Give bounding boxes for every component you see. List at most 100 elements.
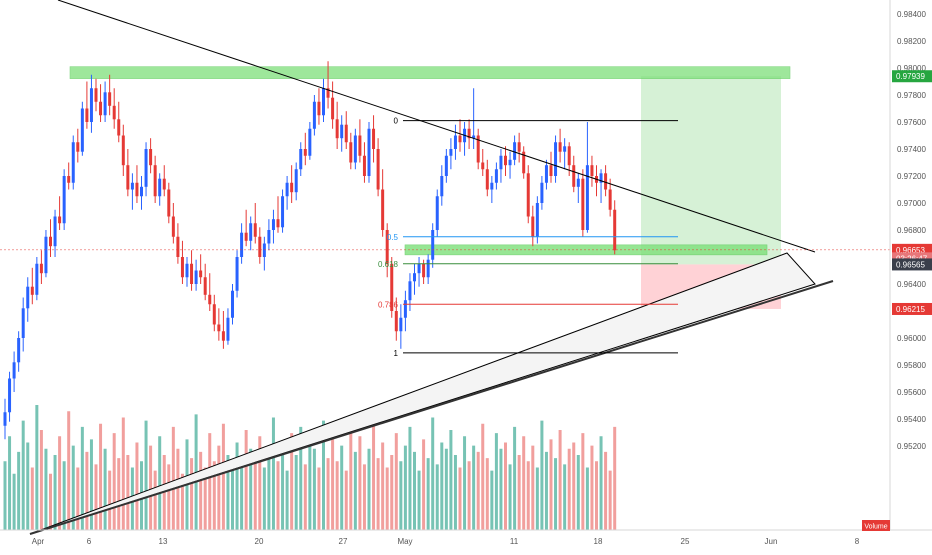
candle <box>130 173 134 210</box>
price-badge-target: 0.97939 <box>892 70 932 83</box>
candle <box>67 162 71 190</box>
svg-text:Volume: Volume <box>864 524 887 531</box>
volume-bar <box>281 445 285 530</box>
candle <box>572 155 576 193</box>
candle <box>94 78 98 112</box>
volume-bar <box>167 464 171 530</box>
candle <box>417 257 421 287</box>
volume-bar <box>540 420 544 530</box>
candle <box>458 119 462 152</box>
candle <box>599 169 603 203</box>
candle <box>326 61 330 109</box>
candle <box>103 81 107 122</box>
candle <box>476 128 480 170</box>
candle <box>381 169 385 237</box>
candle <box>8 371 12 422</box>
candle <box>526 165 530 224</box>
volume-bar <box>103 448 107 530</box>
candle <box>253 203 257 244</box>
volume-bar <box>435 464 439 530</box>
fib-level: 1 <box>394 349 678 358</box>
y-tick-label: 0.96000 <box>897 334 926 343</box>
candle <box>185 257 189 287</box>
volume-bar <box>390 455 394 530</box>
resistance-zone <box>69 66 791 79</box>
volume-bar <box>590 445 594 530</box>
volume-bar <box>362 464 366 530</box>
volume-bar <box>76 467 80 530</box>
volume-bar <box>326 458 330 530</box>
volume-bar <box>513 426 517 530</box>
volume-bar <box>385 467 389 530</box>
y-tick-label: 0.97000 <box>897 199 926 208</box>
volume-bar <box>262 467 266 530</box>
volume-bar <box>149 445 153 530</box>
candle <box>281 189 285 233</box>
volume-bar <box>508 464 512 530</box>
volume-bar <box>17 451 21 530</box>
x-tick-label: 13 <box>159 537 168 546</box>
volume-bar <box>463 436 467 530</box>
volume-bar <box>408 426 412 530</box>
candle <box>285 176 289 210</box>
ascending-trendline <box>29 280 834 535</box>
x-tick-label: Apr <box>32 537 45 546</box>
volume-bar <box>58 436 62 530</box>
candle <box>426 254 430 284</box>
candle <box>613 200 617 255</box>
candle <box>262 236 266 271</box>
volume-bar <box>613 426 617 530</box>
candle <box>226 308 230 345</box>
volume-bar <box>208 433 212 530</box>
candle <box>490 176 494 203</box>
price-badge-stop: 0.96215 <box>892 302 932 315</box>
candle <box>44 230 48 278</box>
volume-bar <box>535 467 539 530</box>
candle <box>590 155 594 187</box>
volume-bar <box>349 430 353 530</box>
candle <box>167 182 171 224</box>
candle <box>62 169 66 230</box>
svg-text:0.786: 0.786 <box>378 300 399 309</box>
candle <box>585 122 589 233</box>
volume-bar <box>303 464 307 530</box>
volume-bar <box>285 470 289 530</box>
volume-bar <box>212 461 216 530</box>
candle <box>117 101 121 143</box>
fib-level: 0.618 <box>378 260 678 269</box>
svg-text:0.96215: 0.96215 <box>896 305 925 314</box>
volume-badge: Volume <box>862 520 890 531</box>
candle <box>576 173 580 203</box>
svg-text:0.618: 0.618 <box>378 260 399 269</box>
candle <box>39 250 43 284</box>
y-tick-label: 0.97200 <box>897 172 926 181</box>
candle <box>435 189 439 237</box>
x-tick-label: 20 <box>255 537 264 546</box>
y-tick-label: 0.98200 <box>897 37 926 46</box>
candle <box>513 135 517 166</box>
svg-text:0.97939: 0.97939 <box>896 72 925 81</box>
candle <box>376 138 380 197</box>
svg-text:0.96565: 0.96565 <box>896 260 925 269</box>
descending-trendline <box>57 0 816 253</box>
candle <box>190 250 194 291</box>
volume-bar <box>240 464 244 530</box>
volume-bar <box>417 470 421 530</box>
candle <box>444 149 448 183</box>
candle <box>522 146 526 179</box>
candle <box>467 119 471 149</box>
volume-bar <box>467 461 471 530</box>
candle <box>322 78 325 122</box>
x-tick-label: Jun <box>765 537 778 546</box>
candle <box>485 159 489 197</box>
y-tick-label: 0.95600 <box>897 388 926 397</box>
volume-bar <box>595 461 598 530</box>
candle <box>217 308 221 341</box>
candle <box>308 122 312 160</box>
candle <box>340 115 344 152</box>
x-tick-label: 25 <box>681 537 690 546</box>
price-badge-entry: 0.96565 <box>892 258 932 271</box>
candle <box>171 203 175 244</box>
candle <box>449 138 453 170</box>
